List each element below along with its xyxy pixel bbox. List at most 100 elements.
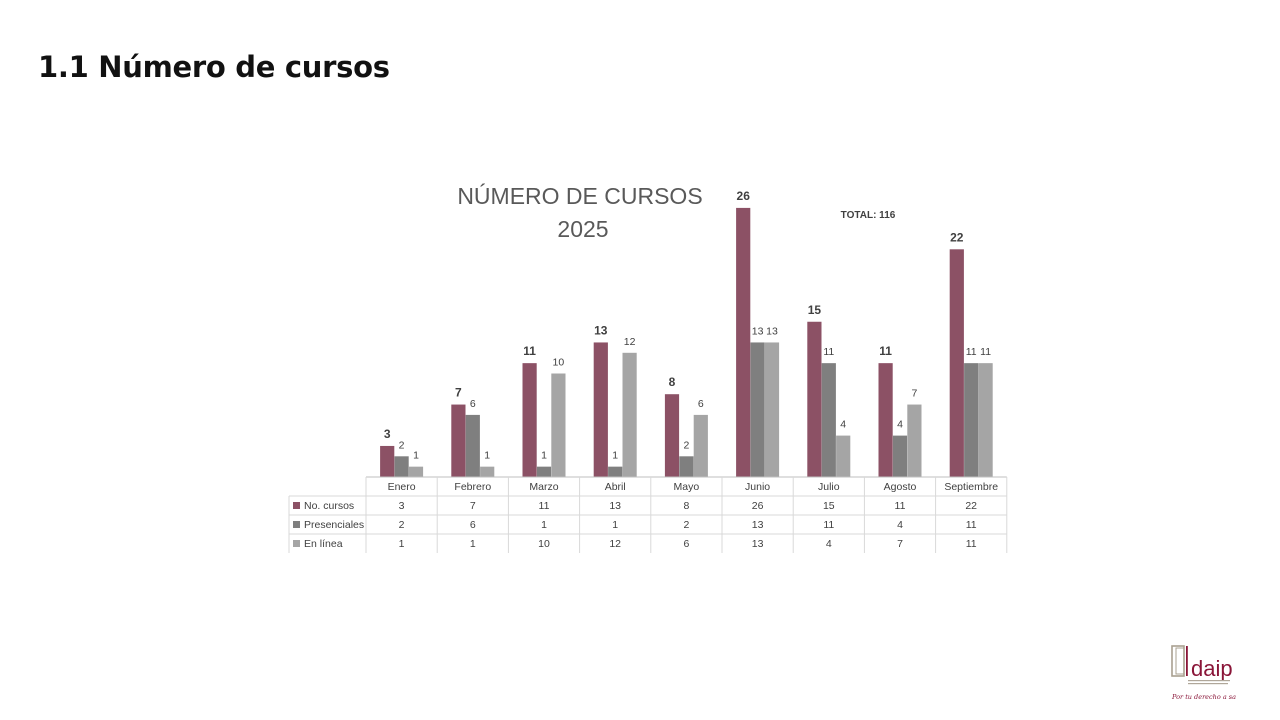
table-cell-presenciales-enero: 2 xyxy=(399,519,405,531)
table-cell-en-linea-febrero: 1 xyxy=(470,538,476,550)
legend-label-no-cursos: No. cursos xyxy=(304,500,354,512)
table-cell-presenciales-mayo: 2 xyxy=(683,519,689,531)
category-label-febrero: Febrero xyxy=(454,481,491,493)
table-cell-en-linea-mayo: 6 xyxy=(683,538,689,550)
slide-title: 1.1 Número de cursos xyxy=(38,50,390,84)
category-label-abril: Abril xyxy=(605,481,626,493)
data-label-en-linea-febrero: 1 xyxy=(484,450,490,462)
data-label-en-linea-septiembre: 11 xyxy=(980,346,991,358)
bar-presenciales-febrero xyxy=(465,414,480,477)
table-cell-en-linea-julio: 4 xyxy=(826,538,832,550)
data-label-presenciales-marzo: 1 xyxy=(541,450,547,462)
table-cell-en-linea-junio: 13 xyxy=(752,538,764,550)
bar-no-cursos-abril xyxy=(593,342,608,477)
data-label-presenciales-febrero: 6 xyxy=(470,398,476,410)
category-label-enero: Enero xyxy=(388,481,416,493)
category-label-junio: Junio xyxy=(745,481,770,493)
data-label-presenciales-julio: 11 xyxy=(823,346,834,358)
bar-en-linea-enero xyxy=(408,466,424,477)
data-label-presenciales-septiembre: 11 xyxy=(966,346,977,358)
data-label-no-cursos-enero: 3 xyxy=(384,427,391,441)
bar-en-linea-septiembre xyxy=(978,363,993,477)
data-label-en-linea-junio: 13 xyxy=(766,325,778,337)
data-label-no-cursos-junio: 26 xyxy=(737,189,751,203)
data-label-presenciales-agosto: 4 xyxy=(897,419,903,431)
legend-label-en-linea: En línea xyxy=(304,538,343,550)
bar-en-linea-abril xyxy=(622,352,637,477)
bar-no-cursos-julio xyxy=(807,321,822,477)
bar-no-cursos-agosto xyxy=(878,363,893,477)
table-cell-en-linea-abril: 12 xyxy=(609,538,621,550)
bar-en-linea-junio xyxy=(764,342,780,477)
data-label-presenciales-junio: 13 xyxy=(752,325,764,337)
data-label-no-cursos-abril: 13 xyxy=(594,323,608,337)
table-cell-presenciales-septiembre: 11 xyxy=(966,519,977,531)
bar-no-cursos-febrero xyxy=(451,404,466,477)
chart-title-line-1: NÚMERO DE CURSOS xyxy=(457,183,702,209)
data-label-no-cursos-septiembre: 22 xyxy=(950,230,964,244)
category-label-septiembre: Septiembre xyxy=(944,481,998,493)
data-label-en-linea-enero: 1 xyxy=(413,450,419,462)
table-cell-no-cursos-febrero: 7 xyxy=(470,500,476,512)
data-label-en-linea-abril: 12 xyxy=(624,336,636,348)
table-cell-en-linea-agosto: 7 xyxy=(897,538,903,550)
bar-presenciales-agosto xyxy=(892,435,908,477)
table-cell-no-cursos-mayo: 8 xyxy=(683,500,689,512)
bar-no-cursos-mayo xyxy=(664,394,680,477)
table-cell-presenciales-julio: 11 xyxy=(823,519,834,531)
data-label-no-cursos-julio: 15 xyxy=(808,303,822,317)
legend-key-en-linea xyxy=(293,540,300,547)
table-cell-no-cursos-agosto: 11 xyxy=(895,500,906,512)
data-label-en-linea-julio: 4 xyxy=(840,419,846,431)
total-annotation: TOTAL: 116 xyxy=(841,210,896,221)
data-label-presenciales-mayo: 2 xyxy=(683,439,689,451)
table-cell-no-cursos-abril: 13 xyxy=(609,500,621,512)
data-label-en-linea-marzo: 10 xyxy=(553,357,565,369)
svg-text:daip: daip xyxy=(1191,656,1233,681)
bar-no-cursos-septiembre xyxy=(949,249,964,477)
data-label-presenciales-abril: 1 xyxy=(612,450,618,462)
bar-no-cursos-junio xyxy=(736,207,751,477)
table-cell-presenciales-febrero: 6 xyxy=(470,519,476,531)
data-label-presenciales-enero: 2 xyxy=(399,439,405,451)
bar-en-linea-julio xyxy=(836,435,851,477)
table-cell-en-linea-marzo: 10 xyxy=(538,538,550,550)
svg-text:Por tu derecho a saber: Por tu derecho a saber xyxy=(1171,693,1236,701)
bar-presenciales-abril xyxy=(608,466,623,477)
data-label-no-cursos-febrero: 7 xyxy=(455,386,462,400)
bar-presenciales-enero xyxy=(394,456,409,477)
table-cell-en-linea-septiembre: 11 xyxy=(966,538,977,550)
data-label-en-linea-agosto: 7 xyxy=(911,388,917,400)
bar-en-linea-agosto xyxy=(907,404,922,477)
category-label-julio: Julio xyxy=(818,481,840,493)
data-label-no-cursos-mayo: 8 xyxy=(669,375,676,389)
idaip-logo: daip Por tu derecho a saber xyxy=(1171,645,1236,701)
bar-en-linea-febrero xyxy=(480,466,495,477)
legend-key-presenciales xyxy=(293,521,300,528)
legend-key-no-cursos xyxy=(293,502,300,509)
legend-label-presenciales: Presenciales xyxy=(304,519,364,531)
table-cell-no-cursos-junio: 26 xyxy=(752,500,764,512)
bar-presenciales-mayo xyxy=(679,456,694,477)
table-cell-no-cursos-marzo: 11 xyxy=(539,500,550,512)
category-label-marzo: Marzo xyxy=(529,481,558,493)
chart-title-line-2: 2025 xyxy=(557,216,608,242)
table-cell-presenciales-agosto: 4 xyxy=(897,519,903,531)
category-label-mayo: Mayo xyxy=(674,481,700,493)
table-cell-no-cursos-septiembre: 22 xyxy=(965,500,977,512)
bar-no-cursos-marzo xyxy=(522,363,537,477)
bar-presenciales-julio xyxy=(821,363,836,477)
table-cell-presenciales-marzo: 1 xyxy=(541,519,547,531)
bar-presenciales-septiembre xyxy=(964,363,979,477)
bar-presenciales-marzo xyxy=(536,466,552,477)
bar-en-linea-mayo xyxy=(693,414,708,477)
data-label-no-cursos-marzo: 11 xyxy=(523,344,536,358)
table-cell-no-cursos-julio: 15 xyxy=(823,500,835,512)
data-label-no-cursos-agosto: 11 xyxy=(879,344,892,358)
table-cell-no-cursos-enero: 3 xyxy=(399,500,405,512)
bar-no-cursos-enero xyxy=(380,445,395,477)
table-cell-presenciales-abril: 1 xyxy=(612,519,618,531)
bar-en-linea-marzo xyxy=(551,373,566,477)
bar-presenciales-junio xyxy=(750,342,765,477)
